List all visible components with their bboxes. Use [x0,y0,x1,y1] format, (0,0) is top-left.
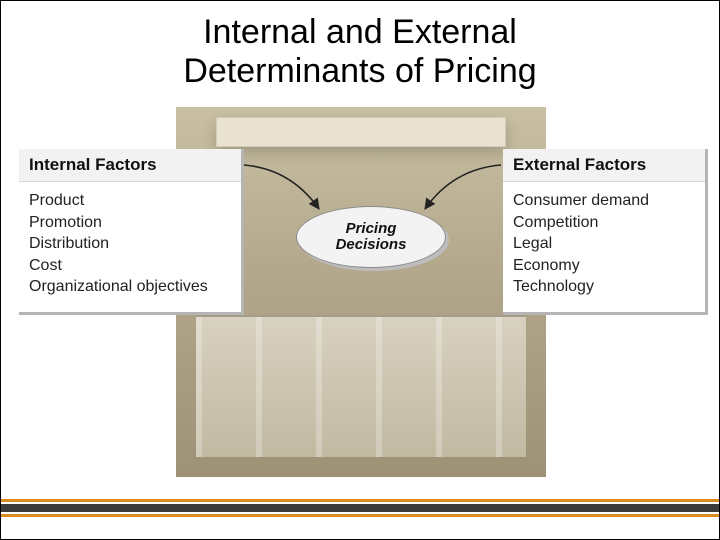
title-line-2: Determinants of Pricing [183,52,536,90]
oval-line-1: Pricing [346,220,397,237]
title-line-1: Internal and External [203,13,517,51]
list-item: Promotion [29,212,231,234]
external-factors-header: External Factors [503,149,705,182]
external-factors-header-text: External Factors [513,155,646,174]
oval-line-2: Decisions [336,236,407,253]
internal-factors-panel: Internal Factors Product Promotion Distr… [19,149,244,315]
footer-stripe-2 [1,504,719,513]
list-item: Competition [513,212,695,234]
list-item: Organizational objectives [29,276,231,298]
external-factors-list: Consumer demand Competition Legal Econom… [503,182,705,312]
footer-stripe-3 [1,514,719,517]
external-factors-panel: External Factors Consumer demand Competi… [503,149,708,315]
list-item: Economy [513,255,695,277]
internal-factors-header: Internal Factors [19,149,241,182]
footer-stripe-1 [1,499,719,502]
list-item: Product [29,190,231,212]
pricing-decisions-oval: Pricing Decisions [296,206,446,268]
list-item: Technology [513,276,695,298]
slide-title: Internal and External Determinants of Pr… [1,13,719,91]
list-item: Cost [29,255,231,277]
internal-factors-list: Product Promotion Distribution Cost Orga… [19,182,241,312]
internal-factors-header-text: Internal Factors [29,155,157,174]
list-item: Consumer demand [513,190,695,212]
list-item: Legal [513,233,695,255]
footer-stripes [1,499,719,517]
list-item: Distribution [29,233,231,255]
